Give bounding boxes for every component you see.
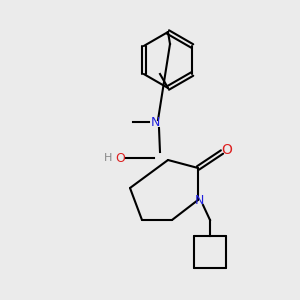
Text: O: O xyxy=(222,143,232,157)
Text: O: O xyxy=(115,152,125,164)
Text: N: N xyxy=(194,194,204,206)
Text: H: H xyxy=(104,153,112,163)
Text: N: N xyxy=(150,116,160,128)
